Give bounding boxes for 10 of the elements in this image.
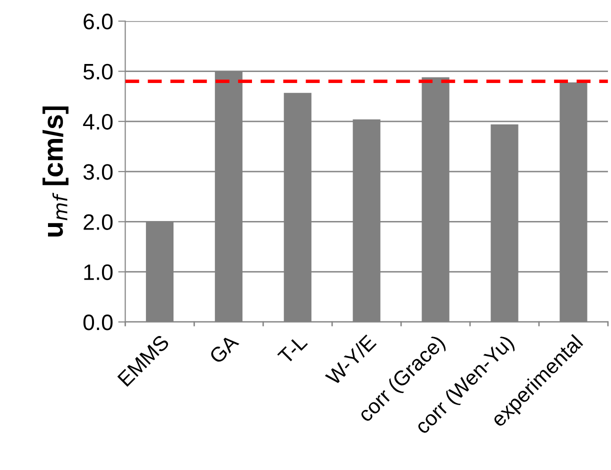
y-tick-label: 0.0 (83, 314, 113, 330)
y-tick-label: 3.0 (83, 164, 113, 180)
x-tick-label: GA (208, 333, 240, 364)
y-tick-label: 6.0 (84, 14, 113, 30)
y-tick-label: 5.0 (83, 64, 113, 80)
y-axis-title: u$_{mf}$ [cm/s] (42, 106, 68, 236)
x-tick-label: T-L (277, 334, 308, 365)
y-tick-label: 4.0 (83, 114, 113, 130)
y-tick-label: 1.0 (84, 264, 113, 280)
y-tick-label: 2.0 (84, 214, 113, 230)
